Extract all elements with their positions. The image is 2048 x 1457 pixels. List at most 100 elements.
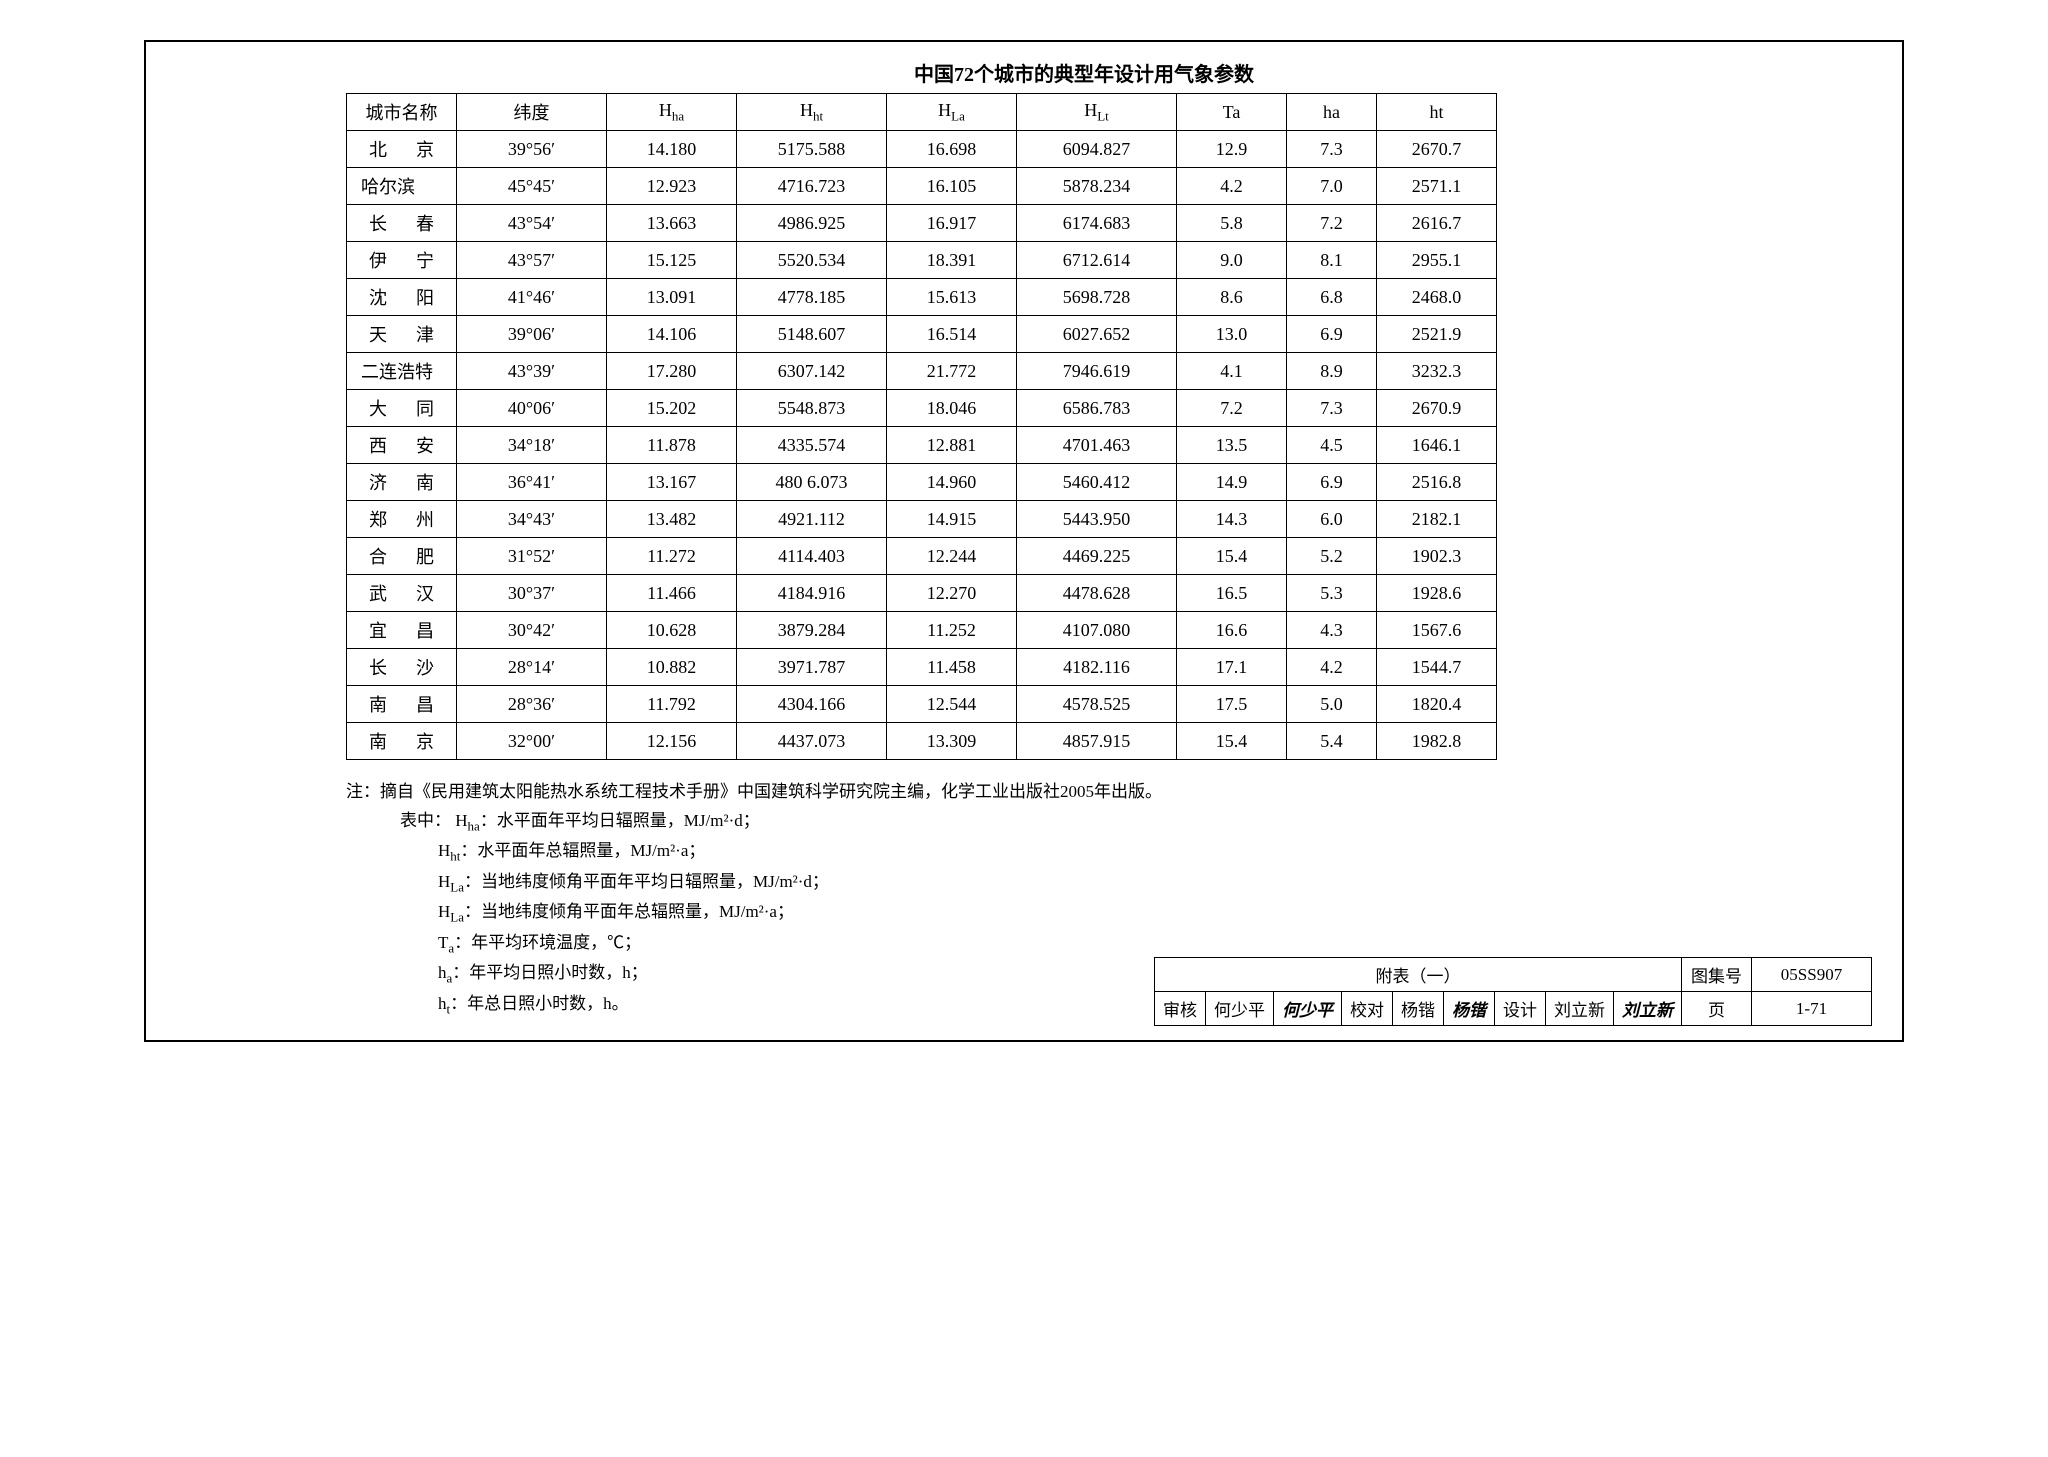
cell-hha: 11.792 <box>607 686 737 723</box>
cell-city: 沈阳 <box>347 279 457 316</box>
cell-hht: 4778.185 <box>737 279 887 316</box>
cell-hha: 10.628 <box>607 612 737 649</box>
cell-ht: 2616.7 <box>1377 205 1497 242</box>
cell-hht: 4986.925 <box>737 205 887 242</box>
document-title: 中国72个城市的典型年设计用气象参数 <box>346 58 1822 87</box>
col-hla: HLa <box>887 94 1017 131</box>
cell-lat: 34°43′ <box>457 501 607 538</box>
table-row: 天津39°06′14.1065148.60716.5146027.65213.0… <box>347 316 1497 353</box>
cell-city: 哈尔滨 <box>347 168 457 205</box>
set-number-value: 05SS907 <box>1752 958 1872 992</box>
cell-ht: 2521.9 <box>1377 316 1497 353</box>
cell-lat: 43°39′ <box>457 353 607 390</box>
cell-ha: 7.2 <box>1287 205 1377 242</box>
cell-hla: 16.105 <box>887 168 1017 205</box>
cell-hlt: 4701.463 <box>1017 427 1177 464</box>
cell-hht: 5520.534 <box>737 242 887 279</box>
col-ht: ht <box>1377 94 1497 131</box>
table-row: 哈尔滨45°45′12.9234716.72316.1055878.2344.2… <box>347 168 1497 205</box>
cell-city: 大同 <box>347 390 457 427</box>
cell-city: 长春 <box>347 205 457 242</box>
cell-hlt: 6586.783 <box>1017 390 1177 427</box>
cell-ha: 4.5 <box>1287 427 1377 464</box>
cell-lat: 28°14′ <box>457 649 607 686</box>
cell-hla: 18.046 <box>887 390 1017 427</box>
cell-hlt: 6712.614 <box>1017 242 1177 279</box>
cell-ht: 1928.6 <box>1377 575 1497 612</box>
col-hha: Hha <box>607 94 737 131</box>
cell-hht: 4921.112 <box>737 501 887 538</box>
cell-hlt: 4182.116 <box>1017 649 1177 686</box>
cell-hht: 6307.142 <box>737 353 887 390</box>
cell-lat: 39°06′ <box>457 316 607 353</box>
cell-lat: 43°57′ <box>457 242 607 279</box>
cell-ta: 4.1 <box>1177 353 1287 390</box>
cell-lat: 43°54′ <box>457 205 607 242</box>
cell-ha: 8.1 <box>1287 242 1377 279</box>
set-number-label: 图集号 <box>1682 958 1752 992</box>
check-label: 校对 <box>1342 992 1393 1026</box>
cell-hha: 15.125 <box>607 242 737 279</box>
cell-hha: 11.878 <box>607 427 737 464</box>
page-frame: 中国72个城市的典型年设计用气象参数 城市名称 纬度 Hha Hht HLa H… <box>144 40 1904 1042</box>
table-row: 宜昌30°42′10.6283879.28411.2524107.08016.6… <box>347 612 1497 649</box>
col-ha: ha <box>1287 94 1377 131</box>
cell-ht: 2670.9 <box>1377 390 1497 427</box>
legend-line: HLa：当地纬度倾角平面年平均日辐照量，MJ/m²·d； <box>346 868 1822 898</box>
cell-hlt: 4469.225 <box>1017 538 1177 575</box>
cell-lat: 36°41′ <box>457 464 607 501</box>
cell-hha: 11.466 <box>607 575 737 612</box>
cell-ha: 5.2 <box>1287 538 1377 575</box>
cell-hha: 13.663 <box>607 205 737 242</box>
cell-hla: 21.772 <box>887 353 1017 390</box>
cell-ta: 14.3 <box>1177 501 1287 538</box>
cell-hha: 13.091 <box>607 279 737 316</box>
cell-ha: 8.9 <box>1287 353 1377 390</box>
table-row: 长春43°54′13.6634986.92516.9176174.6835.87… <box>347 205 1497 242</box>
cell-hla: 14.915 <box>887 501 1017 538</box>
cell-ta: 16.5 <box>1177 575 1287 612</box>
cell-hlt: 5698.728 <box>1017 279 1177 316</box>
cell-hht: 3879.284 <box>737 612 887 649</box>
cell-city: 南京 <box>347 723 457 760</box>
cell-ta: 13.5 <box>1177 427 1287 464</box>
cell-hla: 12.881 <box>887 427 1017 464</box>
cell-hlt: 6027.652 <box>1017 316 1177 353</box>
check-signature: 杨锴 <box>1444 992 1495 1026</box>
cell-ha: 6.8 <box>1287 279 1377 316</box>
cell-hha: 11.272 <box>607 538 737 575</box>
cell-hla: 18.391 <box>887 242 1017 279</box>
cell-hha: 10.882 <box>607 649 737 686</box>
cell-hha: 17.280 <box>607 353 737 390</box>
cell-ta: 12.9 <box>1177 131 1287 168</box>
cell-ht: 2955.1 <box>1377 242 1497 279</box>
cell-ta: 4.2 <box>1177 168 1287 205</box>
cell-hht: 4335.574 <box>737 427 887 464</box>
cell-lat: 34°18′ <box>457 427 607 464</box>
cell-ha: 6.0 <box>1287 501 1377 538</box>
cell-hla: 13.309 <box>887 723 1017 760</box>
cell-ta: 7.2 <box>1177 390 1287 427</box>
cell-hht: 4114.403 <box>737 538 887 575</box>
cell-ha: 4.2 <box>1287 649 1377 686</box>
cell-city: 西安 <box>347 427 457 464</box>
cell-hht: 4184.916 <box>737 575 887 612</box>
table-row: 济南36°41′13.167480 6.07314.9605460.41214.… <box>347 464 1497 501</box>
col-hlt: HLt <box>1017 94 1177 131</box>
cell-city: 二连浩特 <box>347 353 457 390</box>
title-block: 附表（一） 图集号 05SS907 审核 何少平 何少平 校对 杨锴 杨锴 设计… <box>1154 957 1872 1026</box>
cell-hla: 11.252 <box>887 612 1017 649</box>
cell-ta: 15.4 <box>1177 723 1287 760</box>
cell-ta: 5.8 <box>1177 205 1287 242</box>
cell-ta: 17.1 <box>1177 649 1287 686</box>
cell-ta: 9.0 <box>1177 242 1287 279</box>
audit-signature: 何少平 <box>1274 992 1342 1026</box>
cell-hha: 12.923 <box>607 168 737 205</box>
cell-hlt: 4107.080 <box>1017 612 1177 649</box>
cell-hha: 12.156 <box>607 723 737 760</box>
cell-hha: 13.482 <box>607 501 737 538</box>
col-city: 城市名称 <box>347 94 457 131</box>
cell-ha: 4.3 <box>1287 612 1377 649</box>
page-value: 1-71 <box>1752 992 1872 1026</box>
appendix-title: 附表（一） <box>1155 958 1682 992</box>
